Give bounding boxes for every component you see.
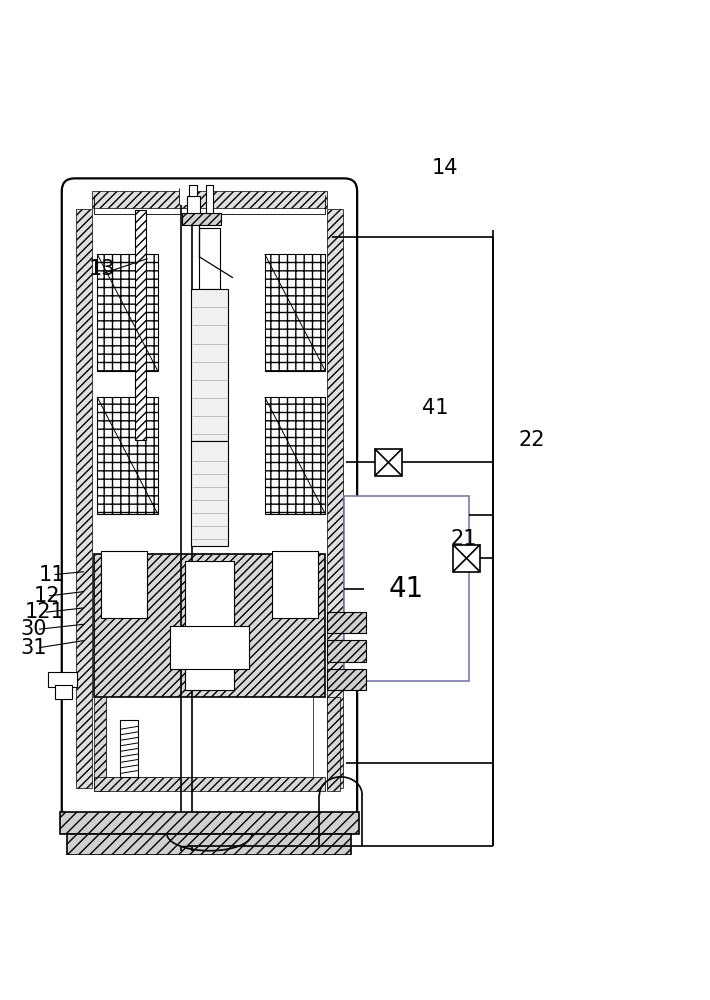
Bar bbox=[206, 185, 213, 214]
FancyBboxPatch shape bbox=[62, 178, 357, 829]
Bar bbox=[48, 672, 77, 687]
Bar bbox=[170, 626, 248, 669]
Bar bbox=[106, 697, 312, 777]
Bar bbox=[97, 397, 158, 514]
Text: 12: 12 bbox=[34, 586, 60, 606]
Bar bbox=[327, 612, 366, 633]
Bar bbox=[94, 777, 325, 791]
Bar bbox=[120, 720, 138, 777]
Bar bbox=[97, 254, 158, 371]
Bar bbox=[135, 210, 146, 440]
Text: 21: 21 bbox=[451, 529, 477, 549]
Bar bbox=[67, 834, 351, 855]
Bar bbox=[199, 228, 220, 289]
Bar bbox=[344, 496, 469, 681]
Bar bbox=[265, 254, 325, 371]
Bar bbox=[179, 186, 195, 205]
Text: 41: 41 bbox=[422, 398, 449, 418]
Bar bbox=[327, 697, 340, 791]
Bar bbox=[265, 397, 325, 514]
Bar bbox=[189, 185, 197, 196]
Bar bbox=[187, 196, 200, 214]
Text: 30: 30 bbox=[20, 619, 46, 639]
Text: 11: 11 bbox=[39, 565, 65, 585]
Bar bbox=[94, 697, 106, 791]
Bar bbox=[92, 191, 327, 208]
Bar bbox=[327, 669, 366, 690]
Bar bbox=[272, 551, 318, 618]
Text: 41: 41 bbox=[389, 575, 424, 603]
Text: 121: 121 bbox=[25, 602, 65, 622]
Bar bbox=[182, 213, 221, 225]
Bar bbox=[190, 289, 229, 441]
Text: 22: 22 bbox=[518, 430, 545, 450]
Bar bbox=[60, 812, 359, 834]
Text: 13: 13 bbox=[89, 259, 115, 279]
Bar bbox=[55, 685, 72, 699]
Bar bbox=[101, 551, 147, 618]
Bar bbox=[453, 545, 480, 572]
Bar bbox=[190, 441, 229, 546]
Bar bbox=[76, 209, 92, 788]
Bar bbox=[327, 209, 343, 788]
Text: 14: 14 bbox=[432, 158, 458, 178]
Bar bbox=[94, 554, 325, 697]
Bar bbox=[375, 449, 402, 476]
Bar bbox=[185, 561, 234, 690]
Bar bbox=[327, 640, 366, 662]
Text: 31: 31 bbox=[20, 638, 46, 658]
